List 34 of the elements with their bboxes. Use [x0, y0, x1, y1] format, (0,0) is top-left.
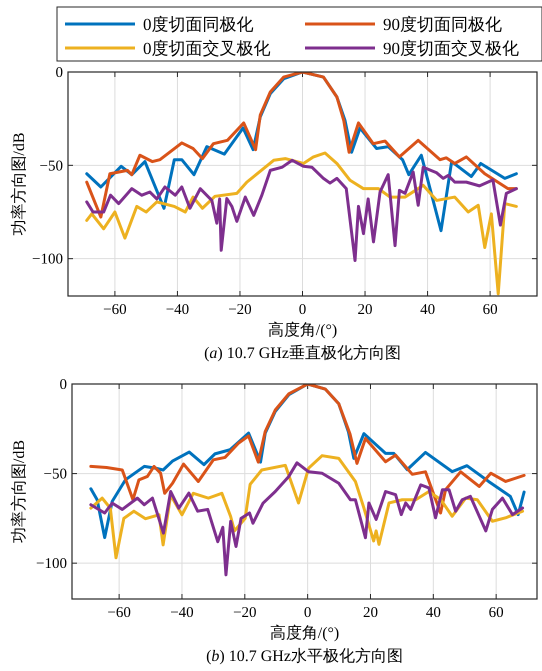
x-tick-label: 60 [488, 605, 504, 621]
x-tick-label: −20 [233, 605, 257, 621]
y-axis-title: 功率方向图/dB [10, 440, 28, 544]
y-tick-label: −100 [32, 252, 63, 268]
x-tick-label: 20 [362, 605, 378, 621]
x-tick-label: 40 [420, 302, 436, 318]
x-tick-label: −60 [103, 302, 127, 318]
x-tick-label: −20 [228, 302, 252, 318]
line-series [85, 152, 518, 296]
legend-label: 0度切面交叉极化 [143, 39, 270, 58]
y-axis-title: 功率方向图/dB [10, 132, 28, 236]
text: (a) 10.7 GHz垂直极化方向图 [204, 344, 401, 362]
x-tick-label: −40 [166, 302, 190, 318]
legend-label: 0度切面同极化 [143, 15, 254, 34]
x-tick-label: 40 [426, 605, 441, 621]
y-tick-label: −50 [40, 158, 63, 174]
line-series [85, 158, 518, 262]
x-axis-title: 高度角/(°) [268, 321, 338, 339]
y-tick-label: 0 [56, 65, 63, 81]
x-axis-title: 高度角/(°) [270, 624, 340, 642]
x-tick-label: 20 [358, 302, 373, 318]
line-series [89, 461, 524, 576]
x-tick-label: −40 [170, 605, 194, 621]
line-series [89, 384, 526, 514]
x-tick-label: 0 [298, 302, 306, 318]
y-tick-label: 0 [60, 377, 67, 393]
legend-label: 90度切面交叉极化 [383, 39, 519, 58]
x-tick-label: 0 [304, 605, 312, 621]
x-tick-label: −60 [107, 605, 131, 621]
y-tick-label: −100 [36, 556, 67, 572]
legend-label: 90度切面同极化 [383, 15, 502, 34]
text: (b) 10.7 GHz水平极化方向图 [206, 647, 403, 665]
x-tick-label: 60 [482, 302, 498, 318]
y-tick-label: −50 [44, 466, 67, 483]
